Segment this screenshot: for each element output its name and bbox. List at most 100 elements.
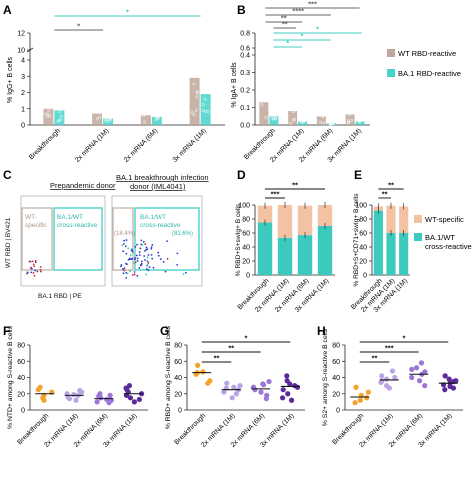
- flow-dot: [125, 277, 128, 279]
- y-tick-label: 40: [17, 375, 25, 382]
- panel-f-point: [66, 396, 73, 402]
- flow-dot: [151, 244, 154, 246]
- legend-label-wt: WT RBD-reactive: [398, 49, 456, 58]
- dot-a: [195, 95, 199, 99]
- y-tick-label: 60: [242, 231, 250, 238]
- flow-dot: [144, 243, 147, 246]
- flow-dot: [39, 266, 42, 268]
- y-tick-label: 1: [21, 106, 25, 113]
- panel-g-point: [287, 381, 293, 387]
- legend-label-wt-specific: WT-specific: [425, 215, 464, 224]
- flow-dot: [164, 270, 167, 273]
- panel-f-point: [94, 399, 100, 405]
- panel-g-point: [194, 362, 201, 368]
- dot-a: [201, 103, 205, 107]
- dot-a: [203, 97, 207, 101]
- sig-h-2-label: ***: [385, 344, 394, 353]
- y-tick-label: 0: [363, 273, 367, 280]
- sig-a-2-label: *: [77, 22, 80, 31]
- flow-dot: [121, 268, 124, 271]
- dot-a: [201, 109, 205, 113]
- y-tick-label: 80: [17, 343, 25, 350]
- gate-cross-right: [134, 207, 200, 271]
- flow-dot: [40, 270, 42, 273]
- dot-a: [95, 117, 99, 121]
- legend-label-cross-2: cross-reactive: [425, 242, 472, 251]
- sig-b-1-label: ***: [308, 0, 317, 9]
- panel-g-point: [258, 389, 264, 395]
- panel-e-bar-cross-0: [373, 210, 383, 275]
- panel-h-point: [409, 374, 415, 381]
- panel-h-point: [442, 387, 448, 393]
- panel-g-point: [229, 395, 235, 401]
- y-tick-label: 0.0: [240, 123, 250, 130]
- panel-letter-h: H: [317, 324, 326, 338]
- panel-g-point: [224, 380, 230, 386]
- flow-dot: [122, 272, 125, 275]
- panel-g-point: [231, 384, 237, 390]
- gate-label-cross-right-1: BA.1/WT: [140, 214, 166, 221]
- panel-g-point: [280, 387, 286, 393]
- flow-plot-left-frame: [20, 195, 106, 287]
- y-tick-label: 40: [174, 375, 182, 382]
- y-tick-label: 80: [359, 217, 367, 224]
- y-tick-label: 3: [21, 74, 25, 81]
- dot-a: [94, 107, 98, 111]
- dot-a: [203, 85, 207, 89]
- y-tick-label: 0: [21, 408, 25, 415]
- legend-label-ba1: BA.1 RBD-reactive: [398, 69, 461, 78]
- flow-dot: [129, 254, 132, 256]
- flow-dot: [159, 258, 162, 261]
- dot-a: [48, 114, 52, 118]
- panel-e-bar-wt-1: [386, 205, 396, 233]
- flow-dot: [36, 270, 39, 273]
- panel-letter-e: E: [354, 168, 362, 182]
- dot-b: [271, 117, 275, 121]
- bar-a-1-0: [54, 110, 65, 125]
- sig-h-3-label: *: [403, 334, 406, 343]
- sig-e-1-label: **: [388, 181, 394, 190]
- dot-b: [331, 121, 335, 125]
- panel-letter-b: B: [237, 3, 246, 17]
- flow-dot: [143, 255, 146, 257]
- flow-dot: [147, 254, 150, 256]
- panel-h-point: [383, 376, 390, 382]
- legend-de: WT-specific BA.1/WT cross-reactive: [414, 215, 472, 251]
- bar-a-0-3: [189, 77, 200, 125]
- flow-dot: [146, 268, 148, 270]
- dot-a: [203, 72, 207, 76]
- dot-b: [318, 113, 322, 117]
- y-tick-label: 80: [242, 217, 250, 224]
- flow-dot: [32, 272, 35, 274]
- panel-d-bar-wt-2: [297, 205, 313, 236]
- y-tick-label: 2: [21, 90, 25, 97]
- flow-dot: [138, 254, 141, 257]
- dot-b: [274, 111, 277, 115]
- flow-dot: [34, 269, 37, 272]
- flow-dot: [123, 267, 126, 269]
- dot-b: [260, 95, 263, 99]
- dot-b: [300, 117, 304, 121]
- panel-f-point: [127, 395, 134, 401]
- panel-h-point: [379, 373, 385, 379]
- flow-dot: [148, 266, 151, 269]
- dot-a: [141, 106, 145, 110]
- panel-h-point: [416, 378, 423, 384]
- y-tick-label: 60: [174, 359, 182, 366]
- panel-f-point: [35, 387, 41, 393]
- dot-a: [152, 109, 156, 113]
- flow-dot: [142, 240, 145, 243]
- panel-g-point: [285, 391, 291, 397]
- panel-e-bar-wt-2: [399, 206, 409, 233]
- panel-g-point: [237, 383, 243, 389]
- flow-dot: [139, 247, 142, 250]
- dot-a: [97, 115, 101, 119]
- flow-dot: [133, 273, 136, 276]
- cat-label-a-1: 2x mRNA (1M): [74, 127, 110, 163]
- dot-a: [141, 111, 145, 115]
- flow-dot: [31, 260, 34, 263]
- gate-pct-cross: (81.6%): [172, 231, 193, 237]
- dot-a: [146, 108, 149, 112]
- sig-d-1-label: **: [292, 181, 298, 190]
